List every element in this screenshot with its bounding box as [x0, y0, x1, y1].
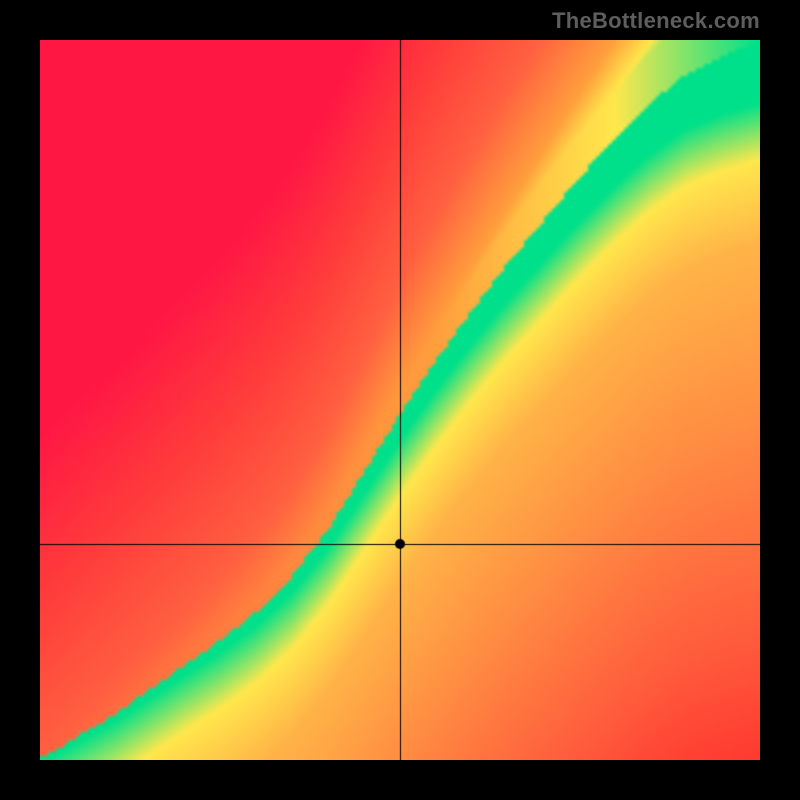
chart-container: TheBottleneck.com: [0, 0, 800, 800]
watermark-label: TheBottleneck.com: [552, 8, 760, 34]
bottleneck-heatmap: [40, 40, 760, 760]
